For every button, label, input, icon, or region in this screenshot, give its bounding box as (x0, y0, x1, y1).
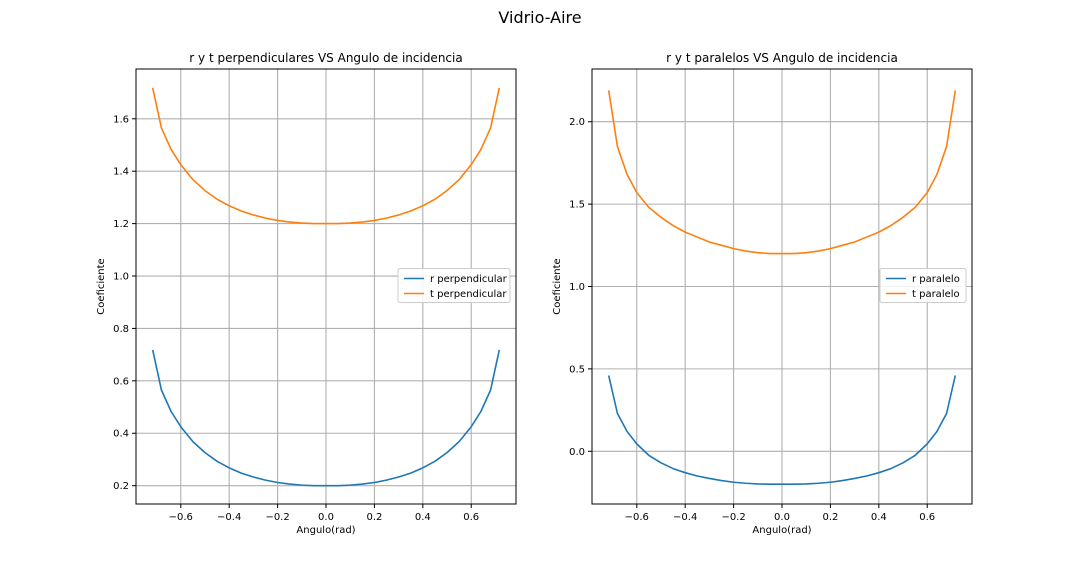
x-tick-label: −0.4 (217, 512, 241, 523)
legend-label: r perpendicular (430, 274, 508, 285)
legend-label: r paralelo (912, 274, 960, 285)
series-line-t-paralelo (607, 90, 957, 255)
series-line-r-perpendicular (151, 349, 501, 487)
x-tick-label: −0.6 (169, 512, 193, 523)
legend-label: t perpendicular (430, 289, 507, 300)
x-axis-label: Angulo(rad) (752, 525, 811, 536)
figure-title: Vidrio-Aire (498, 8, 582, 27)
x-tick-label: 0.2 (822, 512, 838, 523)
legend: r paralelo t paralelo (879, 268, 967, 303)
y-tick-label: 0.5 (569, 364, 585, 375)
x-tick-label: 0.0 (318, 512, 334, 523)
x-tick-label: 0.4 (871, 512, 887, 523)
x-axis-label: Angulo(rad) (296, 525, 355, 536)
x-tick-label: −0.2 (265, 512, 289, 523)
chart-title: r y t paralelos VS Angulo de incidencia (666, 51, 898, 65)
x-tick-label: 0.4 (415, 512, 431, 523)
series-line-r-paralelo (607, 375, 957, 486)
y-tick-label: 0.6 (113, 376, 129, 387)
x-tick-label: 0.2 (366, 512, 382, 523)
x-tick-label: 0.6 (463, 512, 479, 523)
y-tick-label: 1.4 (113, 167, 129, 178)
y-axis-label: Coeficiente (552, 258, 563, 314)
y-tick-label: 0.0 (569, 447, 585, 458)
y-tick-label: 1.2 (113, 219, 129, 230)
y-tick-label: 1.0 (569, 282, 585, 293)
y-tick-label: 0.2 (113, 481, 129, 492)
chart-title: r y t perpendiculares VS Angulo de incid… (189, 51, 462, 65)
y-tick-label: 1.5 (569, 200, 585, 211)
y-tick-label: 2.0 (569, 117, 585, 128)
y-tick-label: 0.8 (113, 324, 129, 335)
x-tick-label: −0.4 (673, 512, 697, 523)
y-axis-label: Coeficiente (96, 258, 107, 314)
legend: r perpendicular t perpendicular (397, 268, 511, 303)
legend-box (397, 268, 511, 303)
y-tick-label: 0.4 (113, 429, 129, 440)
y-tick-label: 1.6 (113, 114, 129, 125)
series-line-t-perpendicular (151, 87, 501, 225)
y-tick-label: 1.0 (113, 272, 129, 283)
x-tick-label: 0.0 (774, 512, 790, 523)
x-tick-label: −0.6 (625, 512, 649, 523)
x-tick-label: 0.6 (919, 512, 935, 523)
x-tick-label: −0.2 (721, 512, 745, 523)
legend-label: t paralelo (912, 289, 960, 300)
